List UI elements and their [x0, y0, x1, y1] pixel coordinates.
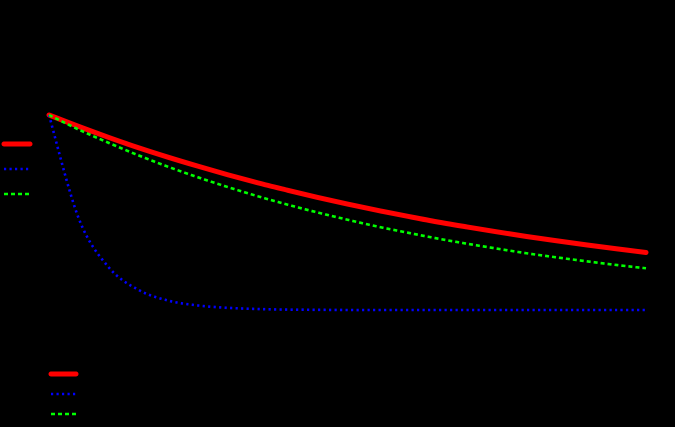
- series-line-3: [48, 113, 647, 270]
- series-layer: [46, 112, 649, 312]
- series-line-2: [47, 114, 646, 312]
- series-line-1: [46, 112, 649, 255]
- legend-left: [1, 141, 33, 196]
- legend-bottom: [48, 371, 79, 416]
